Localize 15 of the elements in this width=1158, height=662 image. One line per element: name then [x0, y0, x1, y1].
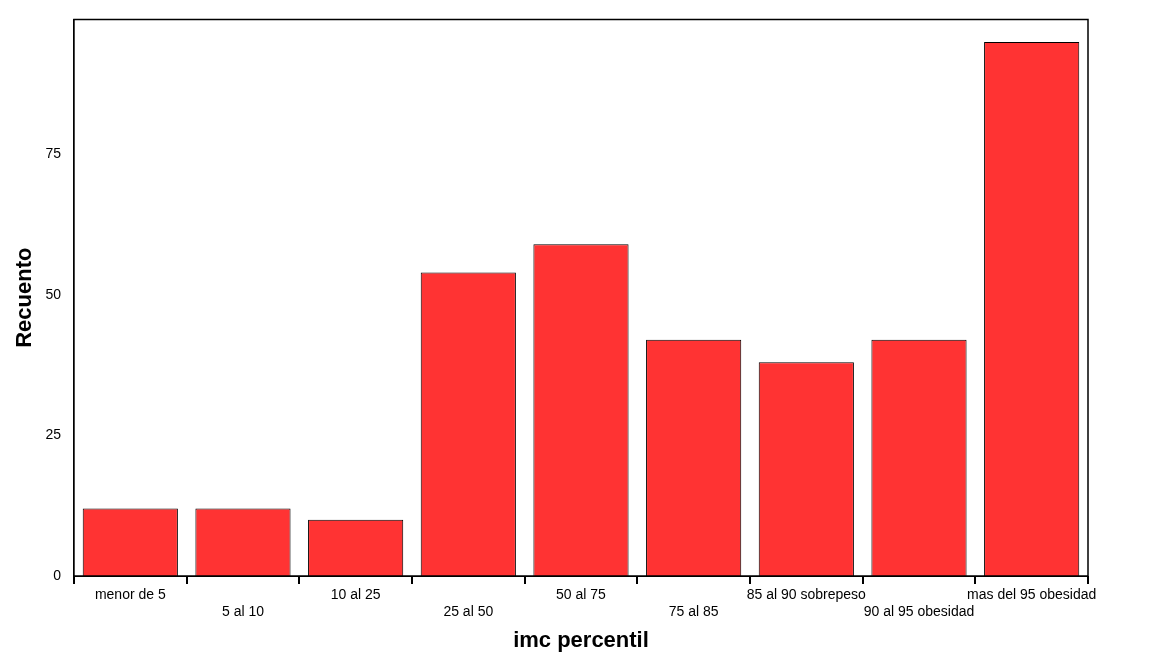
x-tick-label: menor de 5 [94, 586, 166, 603]
x-tick-label: 90 al 95 obesidad [863, 603, 975, 620]
y-tick-label: 0 [53, 566, 62, 583]
y-tick-label: 50 [45, 285, 62, 302]
y-axis-title: Recuento [11, 247, 37, 348]
x-axis-title: imc percentil [513, 626, 649, 652]
x-tick-label: 10 al 25 [330, 586, 381, 603]
x-tick-label: 50 al 75 [556, 586, 607, 603]
x-tick-label: 85 al 90 sobrepeso [746, 586, 867, 603]
x-tick-label: 25 al 50 [443, 603, 494, 620]
x-tick-label: mas del 95 obesidad [967, 586, 1097, 603]
y-tick-label: 25 [45, 426, 62, 443]
x-tick-label: 75 al 85 [668, 603, 719, 620]
x-tick-label: 5 al 10 [221, 603, 265, 620]
y-tick-label: 75 [45, 145, 62, 162]
